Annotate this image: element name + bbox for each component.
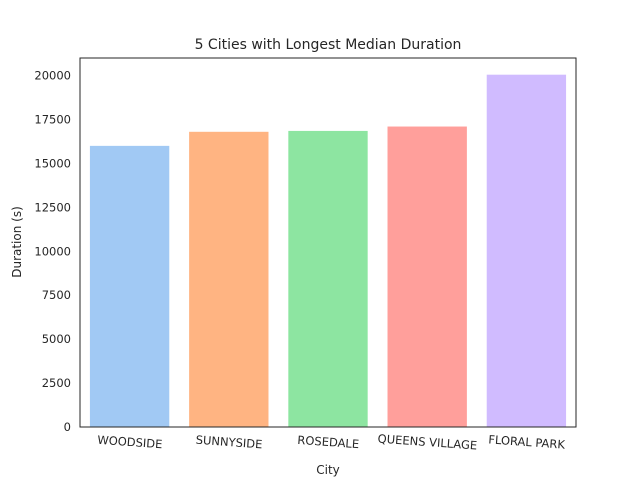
x-tick-label: SUNNYSIDE xyxy=(195,433,263,452)
y-tick-label: 20000 xyxy=(34,69,71,83)
x-axis-ticks: WOODSIDE SUNNYSIDE ROSEDALE QUEENS VILLAGE F… xyxy=(97,432,566,453)
x-tick-label: WOODSIDE xyxy=(97,433,163,452)
y-tick-label: 15000 xyxy=(34,156,71,170)
plot-frame xyxy=(79,57,577,428)
bar-woodside xyxy=(89,145,170,427)
y-tick-label: 12500 xyxy=(34,200,71,214)
bar-floral-park xyxy=(486,74,567,427)
y-tick-label: 7500 xyxy=(42,288,71,302)
chart-title: 5 Cities with Longest Median Duration xyxy=(195,37,462,53)
y-tick-label: 17500 xyxy=(34,113,71,127)
x-axis-title: City xyxy=(316,463,340,477)
bar-sunnyside xyxy=(189,131,269,428)
bar-rosedale xyxy=(288,130,368,427)
y-axis-ticks: 0 2500 5000 7500 10000 12500 15000 17500 20000 xyxy=(34,69,71,434)
x-tick-label: QUEENS VILLAGE xyxy=(377,432,477,453)
y-tick-label: 10000 xyxy=(34,244,71,258)
bar-queens-village xyxy=(387,126,467,428)
y-tick-label: 0 xyxy=(64,420,71,434)
y-tick-label: 2500 xyxy=(42,376,71,390)
y-axis-title: Duration (s) xyxy=(10,206,24,278)
x-tick-label: FLORAL PARK xyxy=(488,432,566,451)
bars-group xyxy=(89,74,567,428)
y-tick-label: 5000 xyxy=(42,332,71,346)
x-tick-label: ROSEDALE xyxy=(297,433,360,451)
